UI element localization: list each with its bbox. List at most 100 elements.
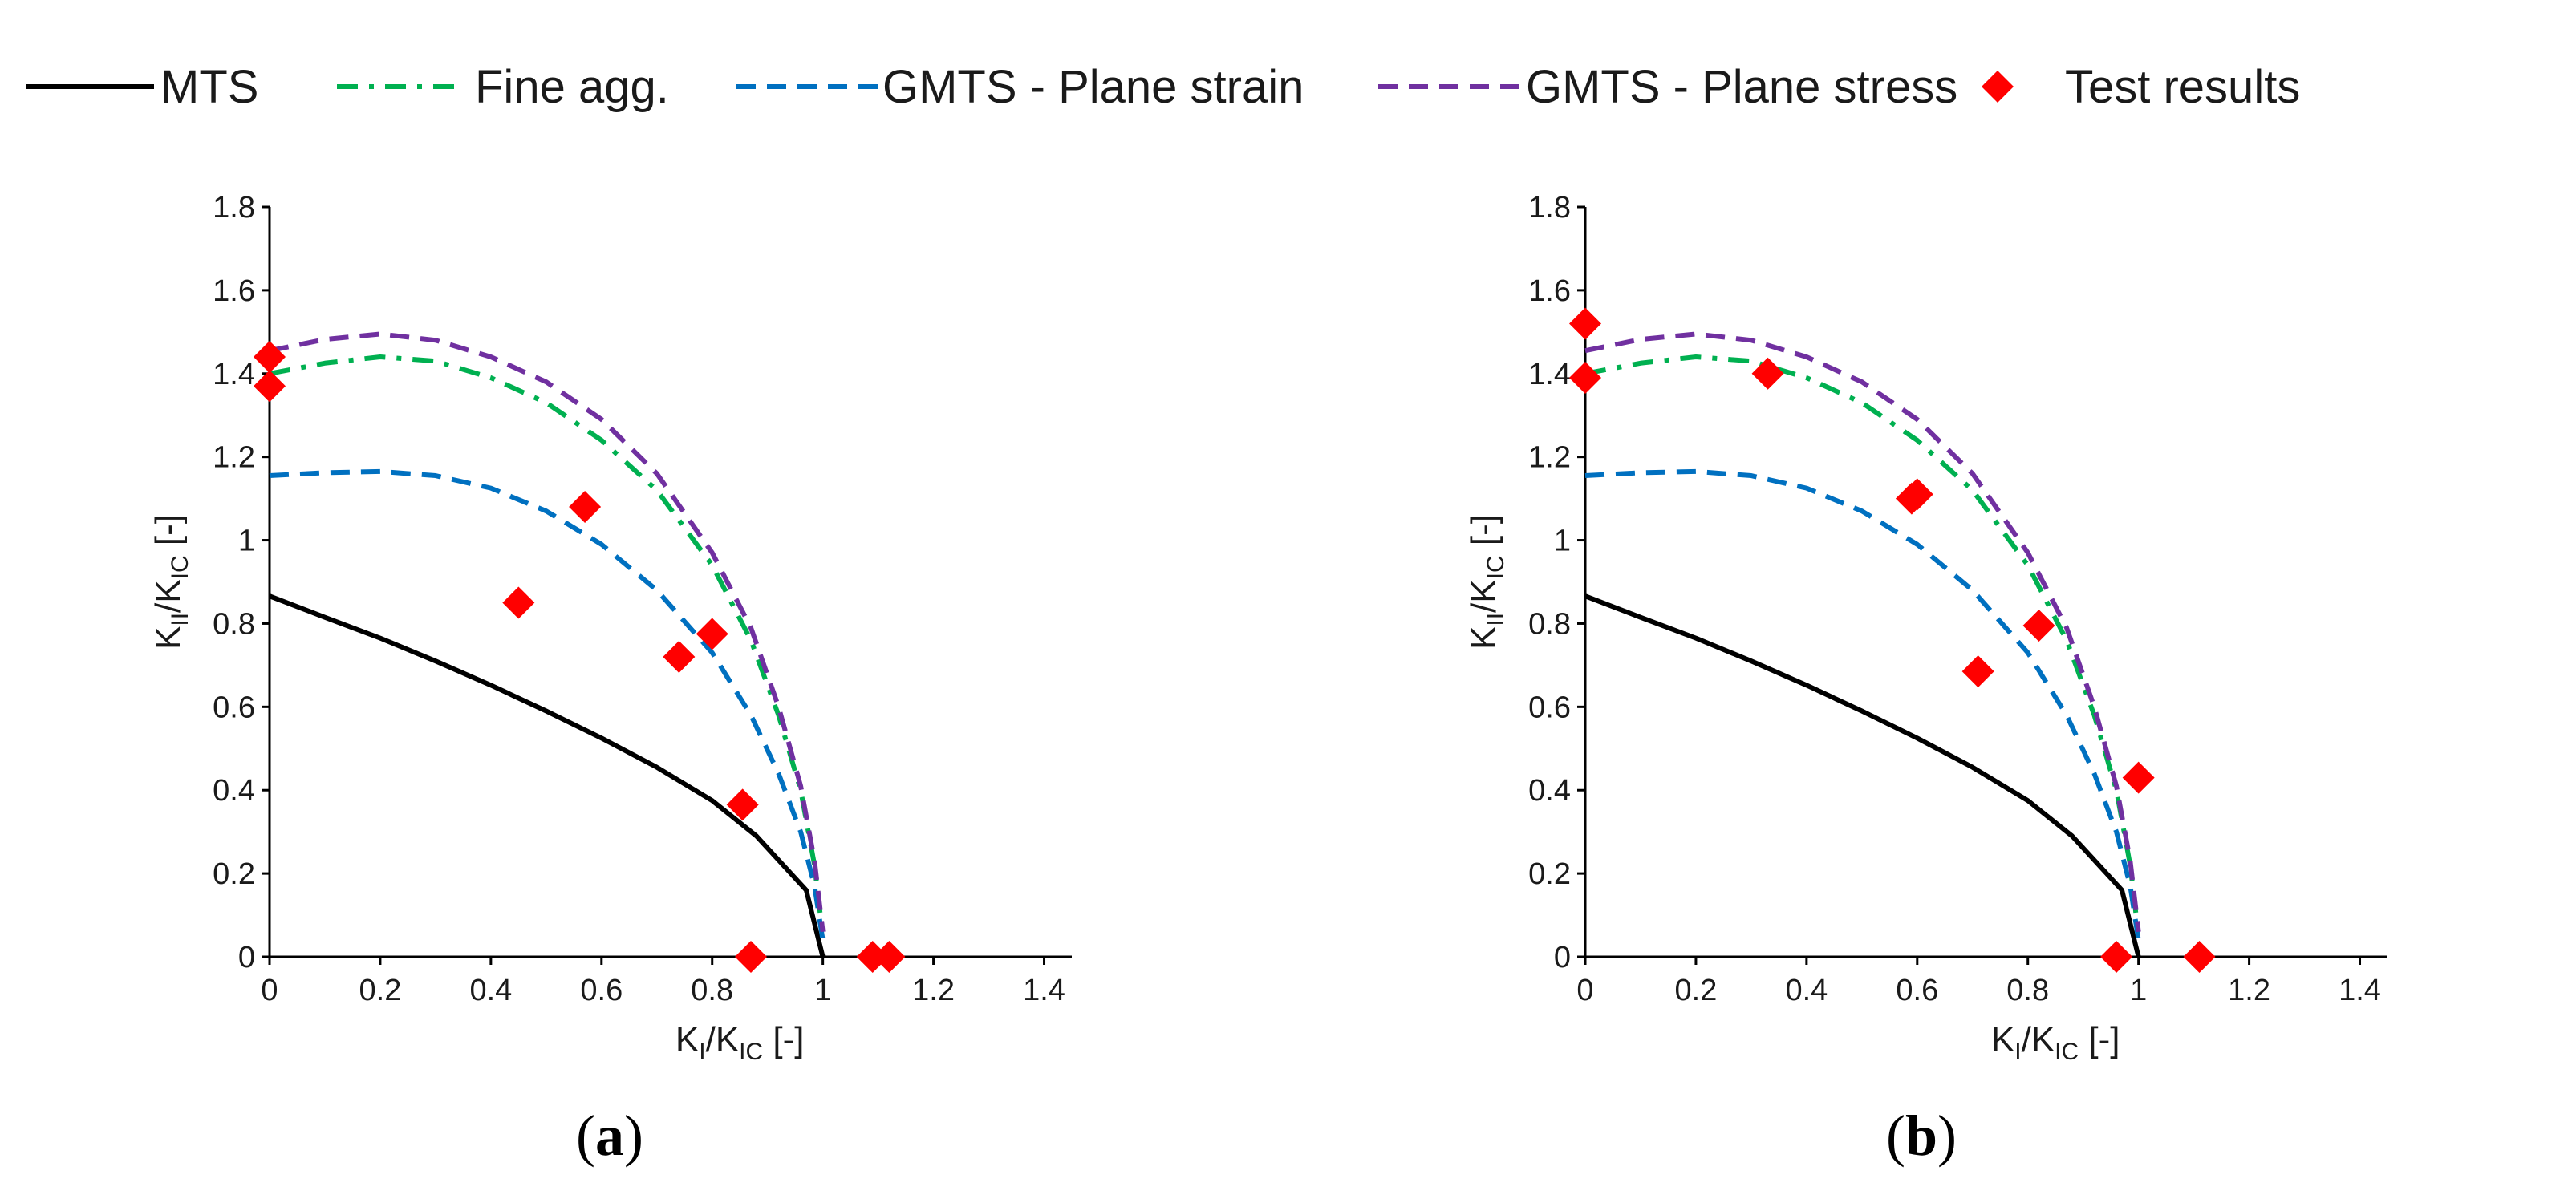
y-tick-label: 1.6 xyxy=(1528,274,1571,308)
series-line-fine xyxy=(269,354,826,937)
data-point-test-result xyxy=(502,586,535,619)
x-tick-label: 0.6 xyxy=(1896,974,1938,1007)
panel-label-b: (b) xyxy=(1886,1104,1957,1168)
x-axis-label-subscript: IC xyxy=(739,1039,763,1065)
legend-item-fine: Fine agg. xyxy=(337,61,669,113)
y-tick-label: 0.8 xyxy=(213,607,255,641)
x-tick-label: 0.8 xyxy=(2006,974,2049,1007)
legend-item-gmts-strain: GMTS - Plane strain xyxy=(736,61,1304,113)
legend-label-test: Test results xyxy=(2065,61,2300,113)
x-tick-label: 0.6 xyxy=(580,974,623,1007)
x-axis-label-subscript: I xyxy=(699,1039,705,1065)
x-tick-label: 0.4 xyxy=(1785,974,1828,1007)
chart-panel-a: 0 0.2 0.4 0.6 0.8 1 1.2 1.4 1.6 1.8 0 0.2 0.4 0.6 0.8 1… xyxy=(148,191,1072,1168)
data-point-test-result xyxy=(2122,761,2155,794)
x-tick-label: 1.2 xyxy=(2228,974,2270,1007)
y-axis-label-a: KII/KIC [-] xyxy=(148,514,193,650)
data-point-test-result xyxy=(569,491,602,523)
legend-item-test: Test results xyxy=(1982,61,2300,113)
series-line-gmts-strain xyxy=(1584,468,2141,941)
data-point-test-result xyxy=(856,941,889,973)
panel-label-letter: b xyxy=(1905,1104,1937,1168)
x-tick-label: 0 xyxy=(261,974,278,1007)
series-line-mts xyxy=(268,593,826,958)
data-point-test-result xyxy=(663,641,696,673)
x-tick-label: 0.2 xyxy=(359,974,402,1007)
y-tick-label: 0.4 xyxy=(1528,774,1571,808)
x-axis-label-part: [-] xyxy=(2079,1020,2120,1059)
data-point-test-result xyxy=(1569,307,1601,340)
panel-label-paren: ) xyxy=(624,1104,643,1168)
x-axis-label-part: /K xyxy=(2022,1020,2055,1059)
data-point-test-result xyxy=(2022,610,2055,642)
x-tick-label: 1 xyxy=(2130,974,2147,1007)
y-tick-label: 0 xyxy=(238,941,255,974)
y-axis-label-part: [-] xyxy=(1464,514,1503,555)
series-line-gmts-stress xyxy=(269,331,826,933)
legend-label-gmts-strain: GMTS - Plane strain xyxy=(882,61,1304,113)
x-axis-label-subscript: IC xyxy=(2055,1039,2079,1065)
x-tick-label: 1.4 xyxy=(1023,974,1065,1007)
y-axis-label-subscript: IC xyxy=(1483,555,1509,579)
y-tick-label: 0.2 xyxy=(1528,857,1571,891)
series-line-gmts-stress xyxy=(1584,331,2141,933)
legend: MTS Fine agg. GMTS - Plane strain GMTS - Pl… xyxy=(26,61,2300,113)
y-axis-label-part: K xyxy=(148,626,188,650)
y-tick-label: 1.8 xyxy=(213,191,255,225)
y-tick-label: 1 xyxy=(238,525,255,558)
x-axis-label-part: K xyxy=(675,1020,699,1059)
y-axis-label-part: /K xyxy=(1464,579,1503,613)
panel-label-a: (a) xyxy=(576,1104,643,1168)
series-line-mts xyxy=(1584,593,2141,958)
x-axis-label-b: KI/KIC [-] xyxy=(1991,1020,2120,1065)
data-point-test-result xyxy=(1901,478,1933,511)
data-point-test-result xyxy=(735,941,767,973)
x-tick-label: 0 xyxy=(1576,974,1593,1007)
legend-label-mts: MTS xyxy=(160,61,258,113)
y-axis-label-part: K xyxy=(1464,626,1503,650)
legend-label-gmts-stress: GMTS - Plane stress xyxy=(1526,61,1957,113)
x-axis-label-a: KI/KIC [-] xyxy=(675,1020,805,1065)
x-tick-label: 0.4 xyxy=(469,974,512,1007)
legend-item-mts: MTS xyxy=(26,61,258,113)
y-tick-label: 0.6 xyxy=(1528,691,1571,724)
y-axis-label-part: [-] xyxy=(148,514,188,555)
panel-label-paren: ( xyxy=(576,1104,595,1168)
data-point-test-result xyxy=(2183,941,2216,973)
y-axis-label-subscript: II xyxy=(1483,613,1509,626)
data-point-test-result xyxy=(254,370,286,403)
x-axis-label-part: K xyxy=(1991,1020,2014,1059)
y-tick-label: 0.6 xyxy=(213,691,255,724)
x-tick-label: 1.4 xyxy=(2339,974,2381,1007)
data-point-test-result xyxy=(696,618,728,650)
y-tick-label: 0 xyxy=(1554,941,1571,974)
panel-label-paren: ( xyxy=(1886,1104,1905,1168)
series-line-gmts-strain xyxy=(269,468,826,941)
series-line-fine xyxy=(1584,354,2141,937)
y-tick-label: 0.8 xyxy=(1528,607,1571,641)
y-axis-label-subscript: IC xyxy=(167,555,193,579)
y-axis-label-b: KII/KIC [-] xyxy=(1464,514,1509,650)
x-axis-label-part: /K xyxy=(706,1020,740,1059)
data-point-test-result xyxy=(726,788,759,821)
y-tick-label: 1.4 xyxy=(213,358,255,391)
y-tick-label: 0.4 xyxy=(213,774,255,808)
y-tick-label: 1.2 xyxy=(1528,441,1571,475)
x-axis-label-part: [-] xyxy=(763,1020,804,1059)
x-tick-label: 1.2 xyxy=(912,974,955,1007)
y-tick-label: 0.2 xyxy=(213,857,255,891)
y-axis-label-part: /K xyxy=(148,579,188,613)
legend-label-fine: Fine agg. xyxy=(475,61,669,113)
panel-label-letter: a xyxy=(595,1104,624,1168)
chart-panel-b: 0 0.2 0.4 0.6 0.8 1 1.2 1.4 1.6 1.8 0 0.2 0.4 0.6 0.8 1… xyxy=(1464,191,2387,1168)
y-tick-label: 1.8 xyxy=(1528,191,1571,225)
data-point-test-result xyxy=(1569,361,1601,394)
data-point-test-result xyxy=(1961,655,1994,688)
y-axis-label-subscript: II xyxy=(167,613,193,626)
y-tick-label: 1.4 xyxy=(1528,358,1571,391)
panel-label-paren: ) xyxy=(1937,1104,1957,1168)
y-tick-label: 1.6 xyxy=(213,274,255,308)
data-point-test-result xyxy=(1751,357,1784,390)
x-tick-label: 0.2 xyxy=(1675,974,1718,1007)
